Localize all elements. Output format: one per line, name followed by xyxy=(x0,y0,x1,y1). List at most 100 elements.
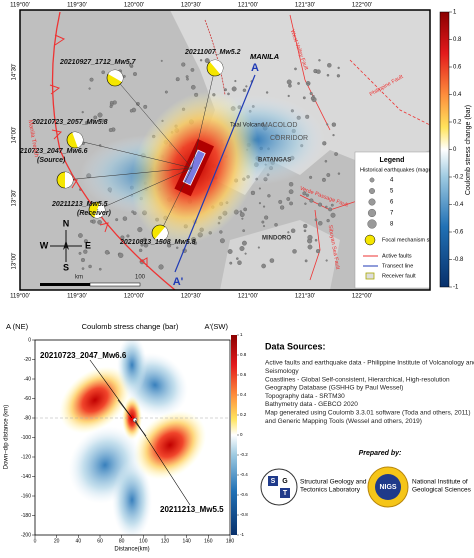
logo-sgt: S G T xyxy=(260,468,298,506)
historical-quake xyxy=(330,203,334,207)
y-tick-label: -80 xyxy=(24,415,31,421)
historical-quake xyxy=(264,215,269,220)
manila-trench xyxy=(51,11,176,290)
historical-quake xyxy=(167,243,172,248)
legend-title: Legend xyxy=(380,157,405,164)
historical-quake xyxy=(227,249,233,254)
section-colorbar-tick-label: -0.2 xyxy=(240,452,248,457)
historical-quake xyxy=(242,240,247,246)
colorbar-tick-label: -0.8 xyxy=(453,257,464,263)
x-tick-label: 20 xyxy=(54,538,60,544)
institute-name: Geological Sciences xyxy=(412,487,472,494)
lon-label: 120°00' xyxy=(124,294,144,300)
legend-magnitude xyxy=(369,188,375,194)
historical-quake xyxy=(292,249,297,254)
colorbar-tick-label: 1 xyxy=(453,10,457,16)
historical-quake xyxy=(84,120,89,125)
legend-magnitude xyxy=(367,219,377,229)
logo-letter: G xyxy=(282,478,288,485)
historical-quake xyxy=(290,228,296,233)
legend-magnitude-label: 8 xyxy=(390,222,394,228)
historical-quake xyxy=(242,88,247,92)
historical-quake xyxy=(88,87,91,90)
historical-quake xyxy=(237,260,242,265)
historical-quake xyxy=(286,197,291,201)
colorbar-tick-label: 0.4 xyxy=(453,92,462,98)
historical-quake xyxy=(122,216,128,221)
place: MACOLOD xyxy=(262,122,297,129)
historical-quake xyxy=(239,210,242,213)
legend-magnitude-label: 4 xyxy=(390,178,394,184)
institute-name: National Institute of xyxy=(412,479,468,486)
historical-quake xyxy=(92,119,95,122)
lon-label: 122°00' xyxy=(352,294,372,300)
historical-quake xyxy=(310,96,315,101)
section-end: A xyxy=(251,62,259,74)
historical-quake xyxy=(261,263,266,269)
historical-quake xyxy=(164,90,168,94)
lon-label: 120°00' xyxy=(124,3,144,9)
historical-quake xyxy=(305,193,309,197)
prepared-title: Prepared by: xyxy=(359,450,402,457)
leader xyxy=(64,167,193,181)
section-colorbar-tick-label: 1 xyxy=(240,332,243,337)
legend-symbol xyxy=(364,234,376,246)
historical-quake xyxy=(88,264,92,269)
historical-quake xyxy=(234,80,237,83)
historical-quake xyxy=(81,111,84,114)
lon-label: 121°30' xyxy=(295,3,315,9)
historical-quake xyxy=(104,250,110,255)
historical-quake xyxy=(326,173,331,177)
historical-quake xyxy=(223,88,227,92)
historical-quake xyxy=(288,182,294,187)
historical-quake xyxy=(325,205,328,209)
legend-item: Focal mechanism solutions xyxy=(382,237,449,243)
historical-quake xyxy=(289,201,293,206)
historical-quake xyxy=(93,115,98,120)
historical-quake xyxy=(244,252,247,255)
lon-label: 119°30' xyxy=(67,3,87,9)
historical-quake xyxy=(80,258,85,263)
historical-quake xyxy=(199,59,203,62)
colorbar xyxy=(439,11,450,288)
historical-quake xyxy=(306,82,310,86)
historical-quake xyxy=(316,69,321,74)
historical-quake xyxy=(326,219,330,223)
lon-label: 121°00' xyxy=(238,294,258,300)
y-tick-label: -140 xyxy=(21,474,31,480)
historical-quake xyxy=(140,243,144,247)
historical-quake xyxy=(219,238,225,244)
focal-quadrant xyxy=(65,172,73,188)
historical-quake xyxy=(315,249,321,254)
legend-magnitude xyxy=(368,198,376,206)
section-colorbar-tick-label: 0.6 xyxy=(240,372,247,377)
legend-magnitude-label: 5 xyxy=(390,189,394,195)
historical-quake xyxy=(314,218,318,222)
historical-quake xyxy=(288,189,294,195)
lab-name: Tectonics Laboratory xyxy=(300,487,361,494)
lon-label: 120°30' xyxy=(181,294,201,300)
historical-quake xyxy=(328,207,333,212)
historical-quake xyxy=(143,242,149,248)
logo-letter: S xyxy=(271,478,276,485)
source-line: Map generated using Coulomb 3.3.01 softw… xyxy=(265,410,470,417)
legend-magnitude-label: 6 xyxy=(390,200,394,206)
historical-quake xyxy=(304,259,308,263)
section-colorbar-tick-label: 0 xyxy=(240,432,243,437)
event-label: 20211007_Mw5.2 xyxy=(184,49,241,56)
historical-quake xyxy=(229,261,233,265)
legend-magnitude-label: 7 xyxy=(390,211,394,217)
lon-label: 121°30' xyxy=(295,294,315,300)
x-tick-label: 40 xyxy=(76,538,82,544)
historical-quake xyxy=(261,220,265,224)
historical-quake xyxy=(241,217,244,220)
transect-line xyxy=(174,74,256,273)
historical-quake xyxy=(120,235,125,240)
historical-quake xyxy=(239,246,245,252)
section-colorbar-tick-label: -1 xyxy=(240,532,244,537)
historical-quake xyxy=(242,229,246,233)
event-label: 20210927_1712_Mw5.7 xyxy=(59,59,137,66)
historical-quake xyxy=(263,205,266,208)
event-note: (Source) xyxy=(37,157,66,164)
section-event: 20211213_Mw5.5 xyxy=(160,505,224,514)
